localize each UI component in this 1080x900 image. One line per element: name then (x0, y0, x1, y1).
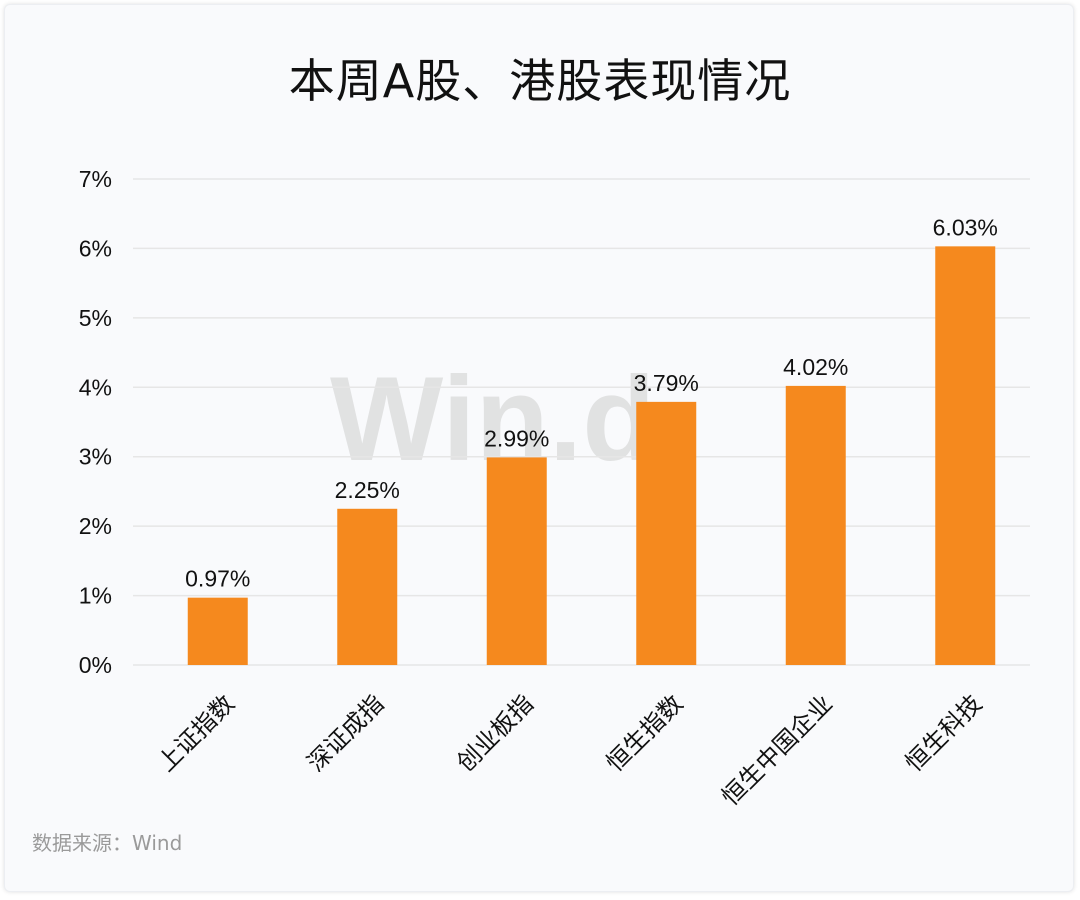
data-labels: 0.97% 2.25% 2.99% 3.79% 4.02% 6.03% (185, 214, 998, 591)
category-label: 恒生指数 (601, 689, 689, 777)
y-tick-label: 0% (79, 652, 112, 678)
data-label: 3.79% (634, 370, 699, 396)
category-label: 恒生科技 (900, 689, 988, 777)
bar (636, 401, 697, 665)
bar (486, 457, 547, 665)
data-label: 4.02% (783, 354, 848, 380)
grid-lines (133, 178, 1030, 666)
bars (187, 246, 996, 666)
data-label: 0.97% (185, 566, 250, 592)
category-label: 创业板指 (451, 689, 539, 777)
y-tick-label: 4% (79, 374, 112, 400)
bar (785, 385, 846, 665)
chart-title: 本周A股、港股表现情况 (288, 54, 792, 108)
bar (187, 597, 248, 665)
x-axis-categories: 上证指数 深证成指 创业板指 恒生指数 恒生中国企业 恒生科技 (152, 689, 987, 811)
chart-frame (4, 4, 1074, 892)
y-axis-ticks: 0% 1% 2% 3% 4% 5% 6% 7% (79, 166, 112, 678)
y-tick-label: 2% (79, 513, 112, 539)
data-label: 2.99% (484, 425, 549, 451)
y-tick-label: 3% (79, 444, 112, 470)
data-label: 2.25% (335, 477, 400, 503)
y-tick-label: 1% (79, 583, 112, 609)
category-label: 恒生中国企业 (716, 689, 838, 811)
data-label: 6.03% (933, 214, 998, 240)
bar (337, 508, 398, 665)
y-tick-label: 7% (79, 166, 112, 192)
source-note: 数据来源：Wind (32, 831, 183, 855)
category-label: 深证成指 (302, 689, 390, 777)
y-tick-label: 6% (79, 235, 112, 261)
bar (935, 246, 996, 666)
category-label: 上证指数 (152, 689, 240, 777)
y-tick-label: 5% (79, 305, 112, 331)
